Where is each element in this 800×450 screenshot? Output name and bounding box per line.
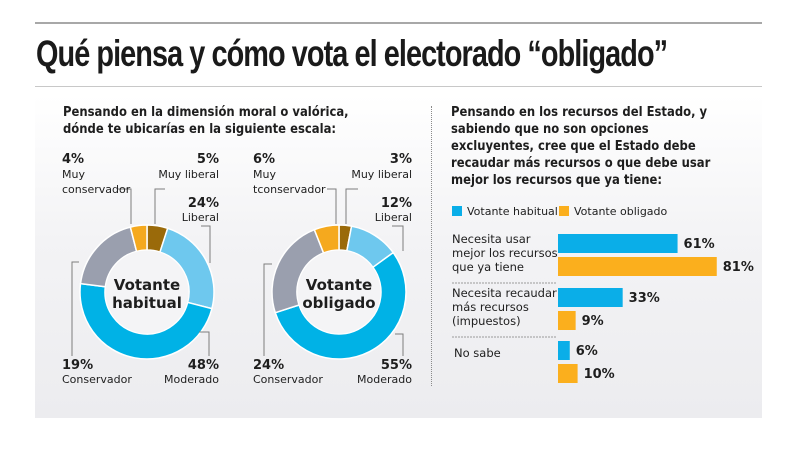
donut-center-label: Votante [306, 276, 372, 294]
bar-value-label: 10% [584, 367, 615, 382]
bar-value-label: 9% [582, 314, 604, 329]
legend-label: Votante obligado [574, 205, 668, 218]
right-question-line: excluyentes, cree que el Estado debe [451, 138, 696, 154]
slice-label: Moderado [164, 373, 219, 386]
leader-line [263, 263, 272, 356]
right-question-line: sabiendo que no son opciones [451, 121, 649, 137]
category-label: (impuestos) [452, 314, 521, 328]
leader-line [392, 225, 404, 251]
category-label: mejor los recursos [452, 246, 558, 260]
donut-slice-moderado [79, 282, 213, 360]
slice-percent: 3% [390, 152, 412, 167]
section-divider [431, 106, 432, 386]
bar-chart-recursos: Votante habitual Votante obligado Necesita… [452, 205, 754, 383]
right-question-line: mejor los recursos que ya tiene: [451, 172, 663, 188]
legend: Votante habitual Votante obligado [452, 205, 668, 218]
left-question: Pensando en la dimensión moral o valóric… [63, 104, 349, 138]
leader-line [201, 225, 211, 263]
slice-label: Muy liberal [351, 168, 412, 181]
slice-percent: 24% [253, 358, 284, 373]
left-question-line: Pensando en la dimensión moral o valóric… [63, 104, 349, 120]
donut-hole [297, 250, 381, 334]
bar-obligado [558, 364, 578, 383]
leader-line [395, 333, 404, 356]
title-rule [35, 86, 762, 87]
legend-swatch-obligado [559, 206, 569, 216]
bar-value-label: 81% [723, 260, 754, 275]
left-question-line: dónde te ubicarías en la siguiente escal… [63, 121, 337, 137]
slice-label: Muy [62, 168, 85, 181]
slice-label: Liberal [182, 211, 219, 224]
slice-percent: 48% [188, 358, 219, 373]
slice-label: conservador [62, 183, 131, 196]
page-title: Qué piensa y cómo vota el electorado “ob… [36, 33, 668, 74]
donut-center-label: obligado [302, 294, 375, 312]
slice-label: Muy [253, 168, 276, 181]
bar-value-label: 61% [684, 237, 715, 252]
slice-percent: 6% [253, 152, 275, 167]
slice-label: tconservador [253, 183, 326, 196]
bar-value-label: 6% [576, 344, 598, 359]
bar-group: No sabe 6% 10% [454, 341, 615, 383]
leader-line [154, 188, 165, 224]
slice-percent: 19% [62, 358, 93, 373]
leader-line [118, 188, 132, 224]
right-question-line: recaudar más recursos o que debe usar [451, 155, 711, 171]
top-rule [35, 22, 762, 24]
category-label: más recursos [452, 300, 529, 314]
donut-slice-muy-conservador [313, 224, 340, 254]
leader-line [327, 188, 337, 224]
slice-label: Muy liberal [158, 168, 219, 181]
slice-label: Conservador [253, 373, 323, 386]
slice-percent: 24% [188, 196, 219, 211]
legend-label: Votante habitual [467, 205, 558, 218]
donut-center-label: Votante [114, 276, 180, 294]
category-label: que ya tiene [452, 260, 524, 274]
bar-habitual [558, 288, 623, 307]
right-question-line: Pensando en los recursos del Estado, y [451, 104, 708, 120]
category-label: No sabe [454, 346, 501, 360]
slice-percent: 5% [197, 152, 219, 167]
slice-percent: 55% [381, 358, 412, 373]
donut-hole [105, 250, 189, 334]
legend-swatch-habitual [452, 206, 462, 216]
bar-value-label: 33% [629, 291, 660, 306]
slice-percent: 4% [62, 152, 84, 167]
donut-slice-moderado [274, 251, 407, 360]
bar-obligado [558, 311, 576, 330]
category-label: Necesita usar [452, 232, 531, 246]
bar-habitual [558, 341, 570, 360]
bar-obligado [558, 257, 717, 276]
bar-habitual [558, 234, 678, 253]
leader-line [345, 188, 358, 224]
slice-label: Conservador [62, 373, 132, 386]
category-label: Necesita recaudar [452, 286, 557, 300]
slice-percent: 12% [381, 196, 412, 211]
slice-label: Liberal [375, 211, 412, 224]
leader-line [199, 331, 210, 356]
right-question: Pensando en los recursos del Estado, y s… [451, 104, 710, 189]
donut-slice-muy-conservador [129, 224, 148, 253]
slice-label: Moderado [357, 373, 412, 386]
leader-line [71, 261, 79, 356]
donut-center-label: habitual [112, 294, 182, 312]
